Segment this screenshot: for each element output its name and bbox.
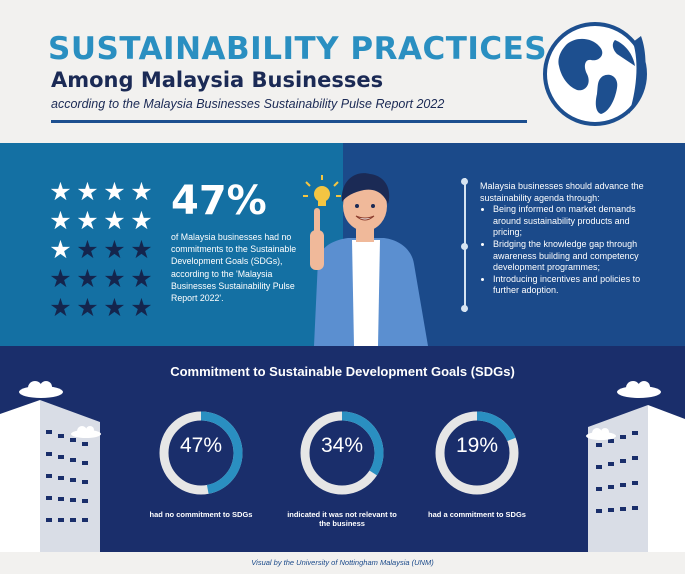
commitment-title: Commitment to Sustainable Development Go… <box>170 364 515 379</box>
credit-text: Visual by the University of Nottingham M… <box>251 558 434 567</box>
headline-description: of Malaysia businesses had no commitment… <box>171 232 297 304</box>
star-empty-icon: ★ <box>49 265 72 293</box>
star-filled-icon: ★ <box>130 178 153 206</box>
cloud-icon <box>586 428 616 440</box>
star-empty-icon: ★ <box>130 236 153 264</box>
footer: Visual by the University of Nottingham M… <box>0 552 685 574</box>
ring-label: had a commitment to SDGs <box>428 510 526 519</box>
commitment-section <box>0 346 685 574</box>
header: SUSTAINABILITY PRACTICES Among Malaysia … <box>0 0 685 143</box>
star-empty-icon: ★ <box>49 294 72 322</box>
ring-value: 47% <box>179 434 223 457</box>
star-filled-icon: ★ <box>130 207 153 235</box>
cloud-icon <box>19 381 63 398</box>
ring-chart-commitment <box>435 411 519 495</box>
star-empty-icon: ★ <box>76 265 99 293</box>
advice-list: Being informed on market demands around … <box>493 204 645 297</box>
header-divider <box>51 120 527 123</box>
left-building-illustration <box>0 400 100 552</box>
star-filled-icon: ★ <box>76 178 99 206</box>
star-empty-icon: ★ <box>130 294 153 322</box>
advice-item: Introducing incentives and policies to f… <box>493 274 645 297</box>
star-filled-icon: ★ <box>103 207 126 235</box>
timeline-dot <box>461 178 468 185</box>
star-empty-icon: ★ <box>103 294 126 322</box>
star-empty-icon: ★ <box>103 265 126 293</box>
ring-progress-arc <box>435 411 519 495</box>
page-title: SUSTAINABILITY PRACTICES <box>48 31 548 67</box>
advice-text: Malaysia businesses should advance the s… <box>480 181 645 297</box>
star-filled-icon: ★ <box>49 207 72 235</box>
ring-progress-arc <box>159 411 243 495</box>
timeline-dot <box>461 243 468 250</box>
ring-label: indicated it was not relevant to the bus… <box>287 510 397 528</box>
right-building-illustration <box>588 405 685 552</box>
star-filled-icon: ★ <box>103 178 126 206</box>
star-filled-icon: ★ <box>49 178 72 206</box>
person-illustration <box>303 173 428 346</box>
advice-intro: Malaysia businesses should advance the s… <box>480 181 644 203</box>
star-empty-icon: ★ <box>76 294 99 322</box>
star-empty-icon: ★ <box>103 236 126 264</box>
ring-chart-no-commitment <box>159 411 243 495</box>
star-filled-icon: ★ <box>49 236 72 264</box>
ring-value: 34% <box>320 434 364 457</box>
page-subtitle: Among Malaysia Businesses <box>51 68 384 92</box>
cloud-icon <box>71 426 101 438</box>
ring-label: had no commitment to SDGs <box>149 510 253 519</box>
ring-chart-not-relevant <box>300 411 384 495</box>
advice-item: Being informed on market demands around … <box>493 204 645 239</box>
star-rating-grid: ★ ★ ★ ★ ★ ★ ★ ★ ★ ★ ★ ★ ★ ★ ★ ★ ★ ★ ★ ★ <box>47 178 155 322</box>
headline-percent: 47% <box>171 178 267 224</box>
timeline-dot <box>461 305 468 312</box>
lightbulb-icon <box>303 175 341 206</box>
star-empty-icon: ★ <box>130 265 153 293</box>
source-line: according to the Malaysia Businesses Sus… <box>51 97 445 111</box>
ring-progress-arc <box>300 411 384 495</box>
star-empty-icon: ★ <box>76 236 99 264</box>
advice-item: Bridging the knowledge gap through aware… <box>493 239 645 274</box>
star-filled-icon: ★ <box>76 207 99 235</box>
cloud-icon <box>617 381 661 398</box>
globe-icon <box>543 22 647 126</box>
ring-value: 19% <box>455 434 499 457</box>
